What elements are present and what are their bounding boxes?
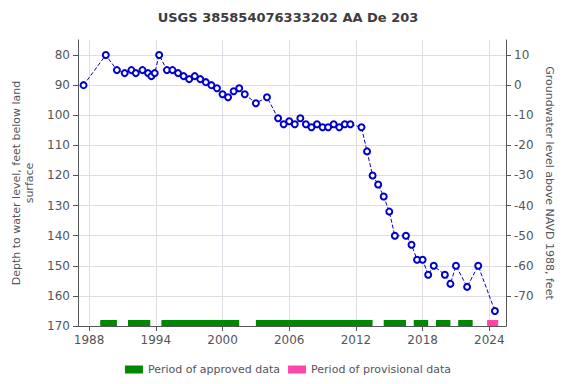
svg-text:Groundwater level above NAVD 1: Groundwater level above NAVD 1988, feet: [543, 66, 556, 300]
svg-text:Period of approved data: Period of approved data: [148, 363, 280, 376]
svg-text:-70: -70: [514, 289, 534, 303]
svg-text:2018: 2018: [407, 333, 438, 347]
svg-text:-10: -10: [514, 108, 534, 122]
svg-text:90: 90: [55, 78, 70, 92]
svg-text:130: 130: [47, 199, 70, 213]
svg-text:2006: 2006: [274, 333, 305, 347]
svg-text:USGS 385854076333202 AA De 203: USGS 385854076333202 AA De 203: [158, 10, 419, 25]
svg-text:1994: 1994: [141, 333, 172, 347]
svg-text:-40: -40: [514, 199, 534, 213]
svg-text:160: 160: [47, 289, 70, 303]
svg-text:-50: -50: [514, 229, 534, 243]
svg-text:2012: 2012: [341, 333, 372, 347]
svg-text:80: 80: [55, 48, 70, 62]
svg-text:150: 150: [47, 259, 70, 273]
svg-text:2000: 2000: [207, 333, 238, 347]
svg-text:1988: 1988: [74, 333, 105, 347]
svg-text:-60: -60: [514, 259, 534, 273]
svg-text:10: 10: [514, 48, 529, 62]
svg-text:-30: -30: [514, 168, 534, 182]
svg-text:140: 140: [47, 229, 70, 243]
svg-text:2024: 2024: [474, 333, 505, 347]
svg-text:-20: -20: [514, 138, 534, 152]
svg-text:120: 120: [47, 168, 70, 182]
svg-text:surface: surface: [23, 162, 36, 203]
svg-text:0: 0: [514, 78, 522, 92]
svg-text:Depth to water level, feet bel: Depth to water level, feet below land: [10, 81, 23, 286]
svg-text:Period of provisional data: Period of provisional data: [311, 363, 451, 376]
svg-text:170: 170: [47, 319, 70, 333]
svg-text:110: 110: [47, 138, 70, 152]
svg-text:100: 100: [47, 108, 70, 122]
